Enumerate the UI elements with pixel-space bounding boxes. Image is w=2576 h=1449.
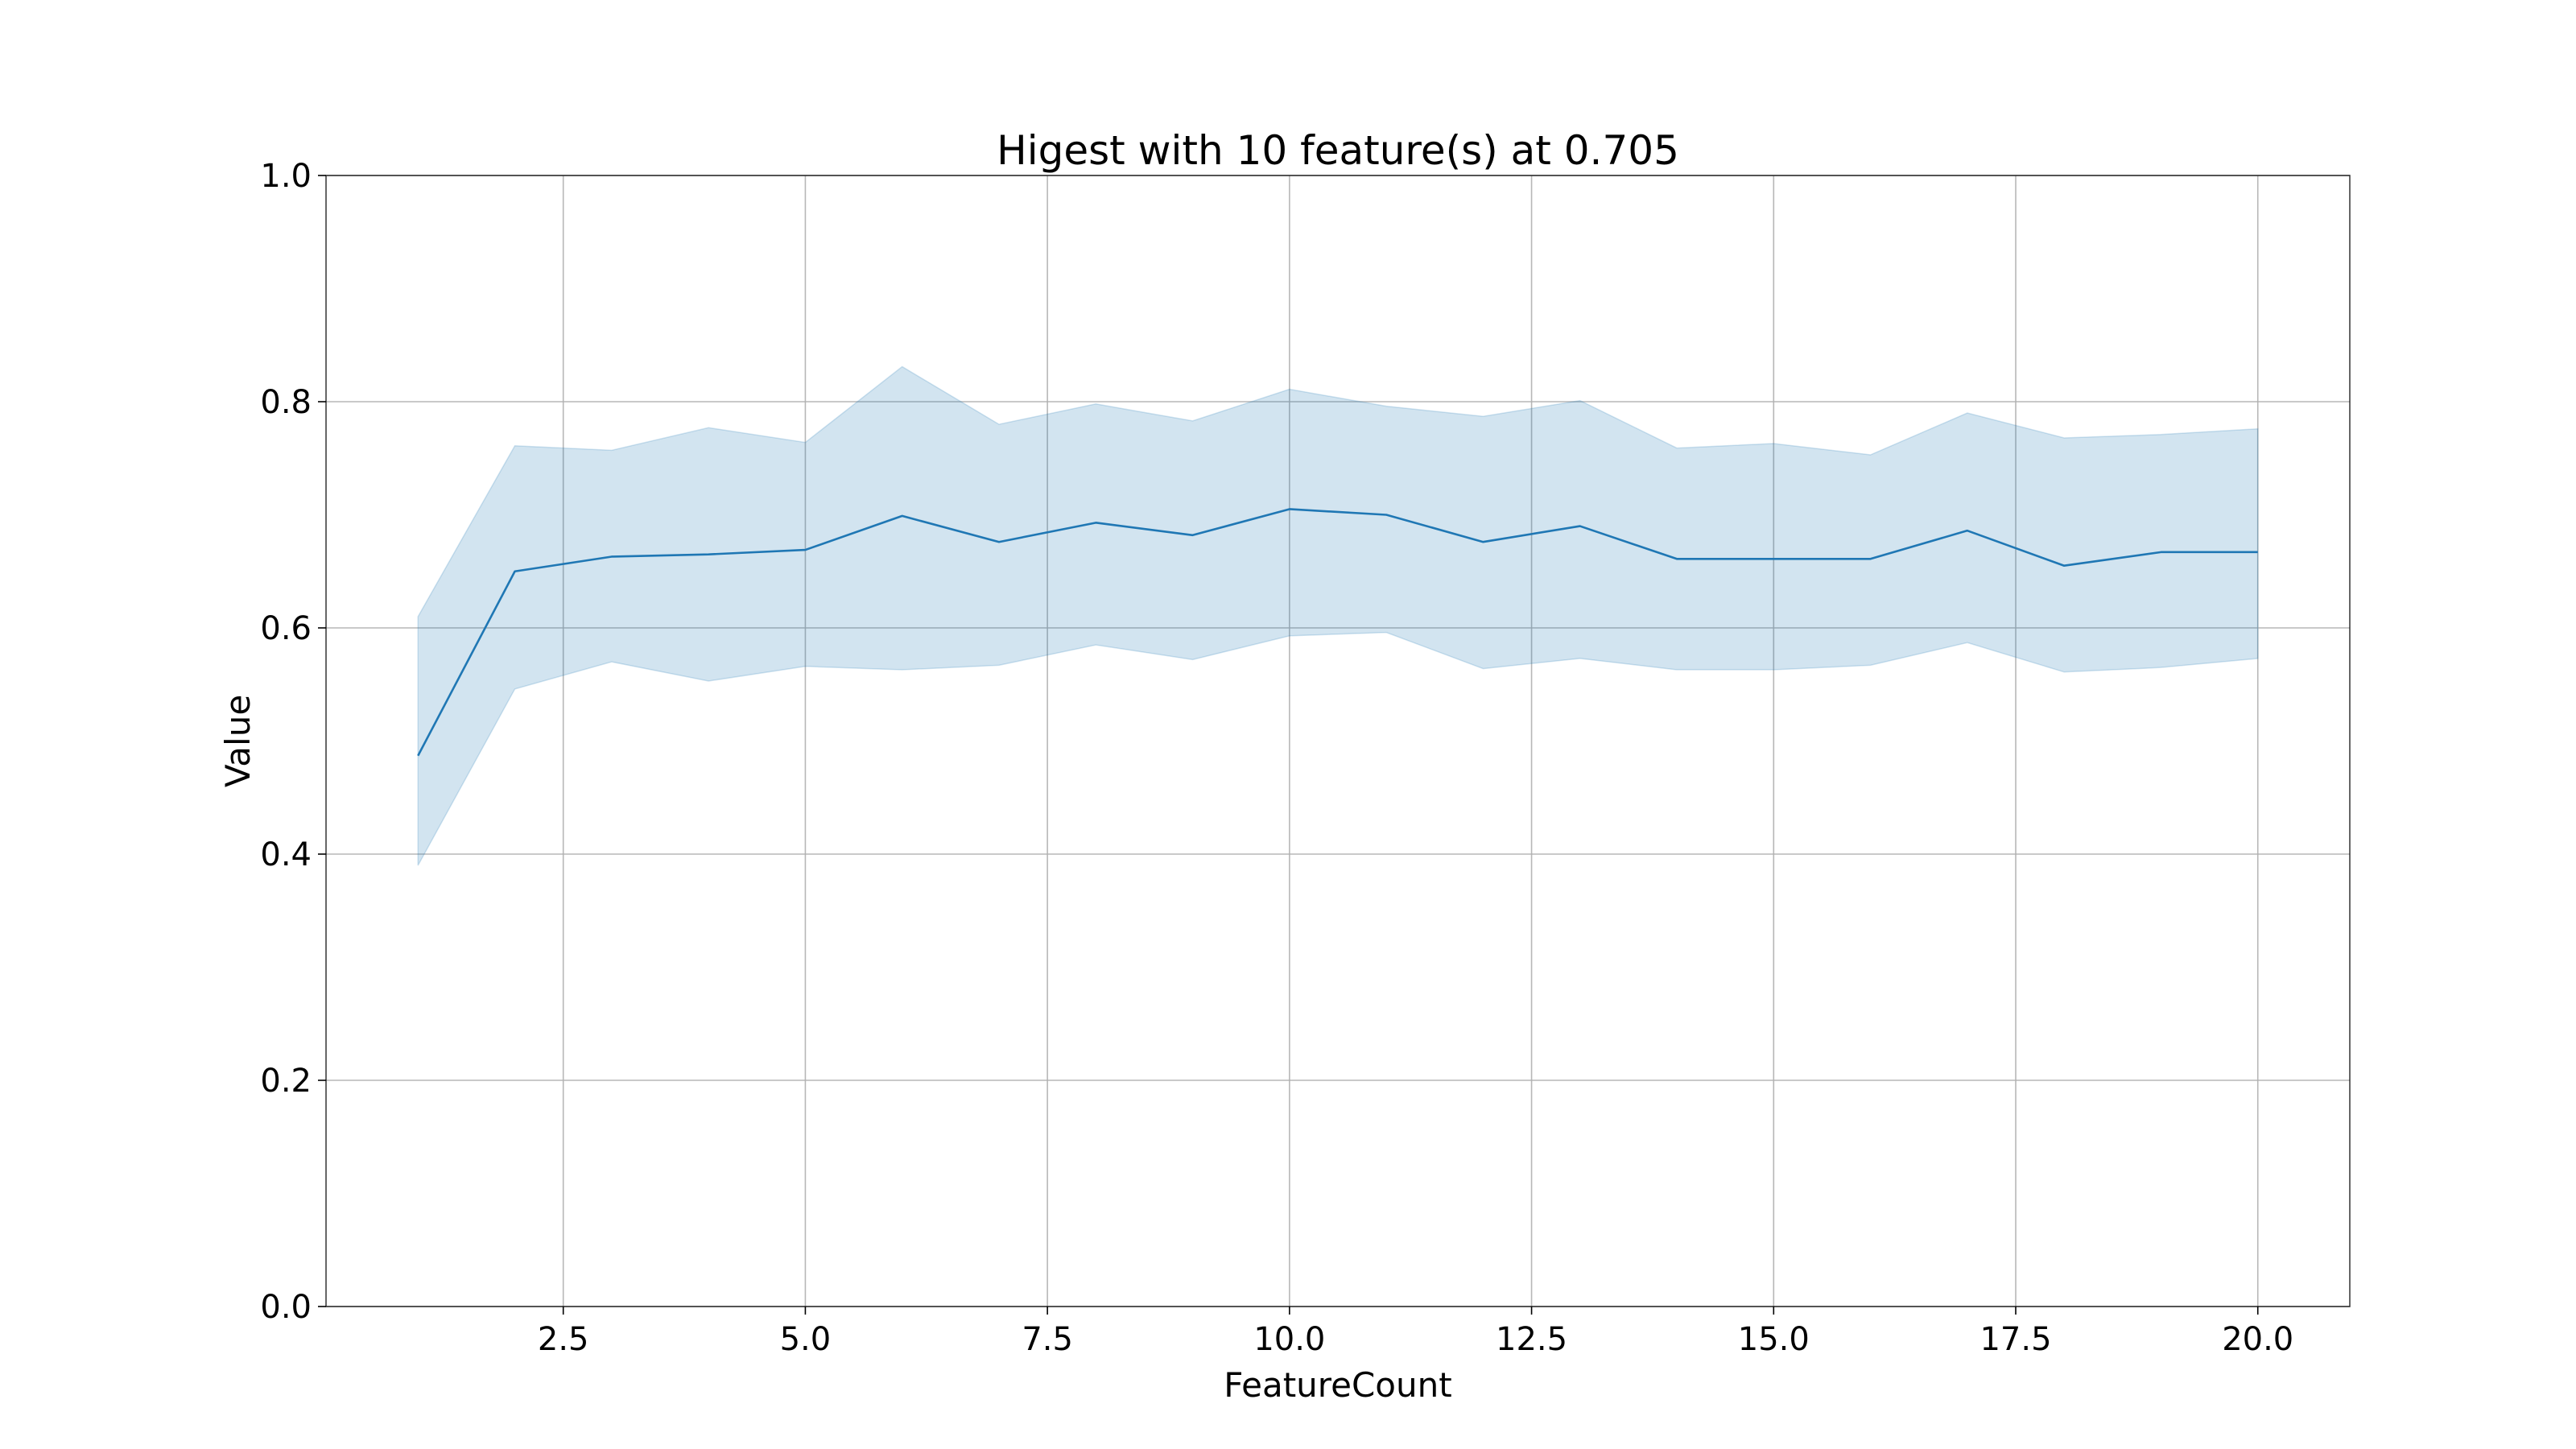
axis-ticks: 2.5 5.0 7.5 10.0 12.5 15.0 17.5 20.0 0.0 0.2 0.4 0.… — [260, 158, 2293, 1358]
series-line-layer — [417, 508, 2258, 757]
y-tick-label: 0.4 — [260, 836, 312, 873]
y-tick-label: 1.0 — [260, 158, 312, 195]
x-tick-label: 12.5 — [1496, 1321, 1567, 1358]
y-tick-label: 0.6 — [260, 610, 312, 647]
x-tick-label: 10.0 — [1253, 1321, 1325, 1358]
x-tick-label: 2.5 — [538, 1321, 589, 1358]
y-tick-label: 0.8 — [260, 384, 312, 421]
y-tick-label: 0.0 — [260, 1289, 312, 1326]
x-tick-label: 5.0 — [780, 1321, 832, 1358]
series-line — [417, 508, 2258, 757]
confidence-band-layer — [417, 365, 2259, 866]
x-axis-label: FeatureCount — [1224, 1365, 1451, 1405]
y-tick-label: 0.2 — [260, 1063, 312, 1100]
y-axis-label: Value — [218, 695, 258, 787]
x-tick-label: 7.5 — [1022, 1321, 1073, 1358]
plot-frame — [325, 175, 2351, 1307]
grid-lines — [326, 175, 2350, 1307]
x-tick-label: 17.5 — [1979, 1321, 2051, 1358]
x-tick-label: 20.0 — [2222, 1321, 2293, 1358]
chart-title: Higest with 10 feature(s) at 0.705 — [997, 127, 1679, 174]
x-tick-label: 15.0 — [1738, 1321, 1810, 1358]
confidence-band — [417, 365, 2259, 866]
